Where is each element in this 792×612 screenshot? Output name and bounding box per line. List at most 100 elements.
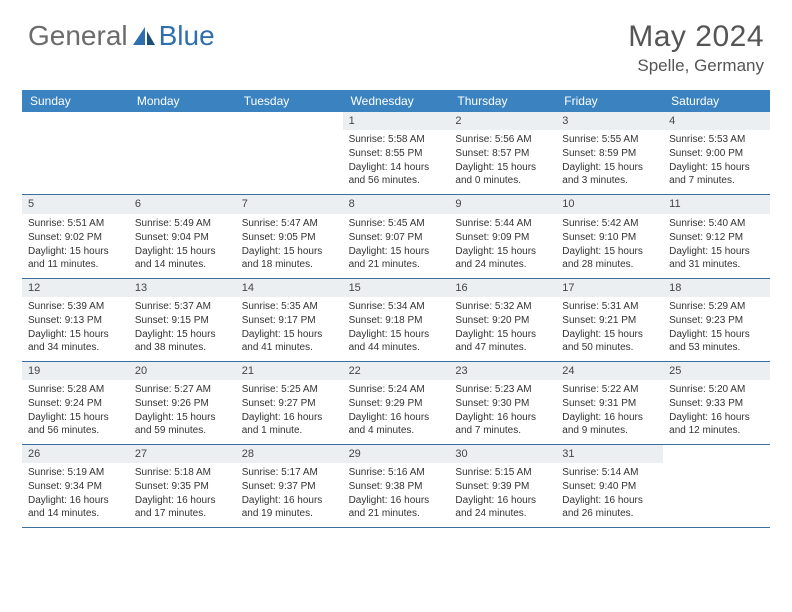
day-cell-empty bbox=[663, 445, 770, 527]
day-number: 14 bbox=[236, 279, 343, 297]
weekday-label: Thursday bbox=[449, 90, 556, 112]
sunrise-line: Sunrise: 5:25 AM bbox=[242, 383, 337, 396]
sunset-line: Sunset: 9:21 PM bbox=[562, 314, 657, 327]
daylight-line: Daylight: 16 hours and 1 minute. bbox=[242, 411, 337, 437]
day-number: 15 bbox=[343, 279, 450, 297]
day-cell: 17Sunrise: 5:31 AMSunset: 9:21 PMDayligh… bbox=[556, 279, 663, 361]
daylight-line: Daylight: 16 hours and 26 minutes. bbox=[562, 494, 657, 520]
sunset-line: Sunset: 9:12 PM bbox=[669, 231, 764, 244]
day-cell: 14Sunrise: 5:35 AMSunset: 9:17 PMDayligh… bbox=[236, 279, 343, 361]
day-cell: 6Sunrise: 5:49 AMSunset: 9:04 PMDaylight… bbox=[129, 195, 236, 277]
sunrise-line: Sunrise: 5:39 AM bbox=[28, 300, 123, 313]
day-cell-empty bbox=[22, 112, 129, 194]
daylight-line: Daylight: 16 hours and 4 minutes. bbox=[349, 411, 444, 437]
day-number: 28 bbox=[236, 445, 343, 463]
sunset-line: Sunset: 9:39 PM bbox=[455, 480, 550, 493]
daylight-line: Daylight: 15 hours and 28 minutes. bbox=[562, 245, 657, 271]
sunset-line: Sunset: 9:00 PM bbox=[669, 147, 764, 160]
daylight-line: Daylight: 15 hours and 50 minutes. bbox=[562, 328, 657, 354]
day-number: 23 bbox=[449, 362, 556, 380]
day-cell: 12Sunrise: 5:39 AMSunset: 9:13 PMDayligh… bbox=[22, 279, 129, 361]
weekday-label: Tuesday bbox=[236, 90, 343, 112]
daylight-line: Daylight: 15 hours and 59 minutes. bbox=[135, 411, 230, 437]
sunrise-line: Sunrise: 5:16 AM bbox=[349, 466, 444, 479]
sunset-line: Sunset: 9:38 PM bbox=[349, 480, 444, 493]
day-number: 3 bbox=[556, 112, 663, 130]
day-cell: 7Sunrise: 5:47 AMSunset: 9:05 PMDaylight… bbox=[236, 195, 343, 277]
sunset-line: Sunset: 9:23 PM bbox=[669, 314, 764, 327]
sunset-line: Sunset: 9:18 PM bbox=[349, 314, 444, 327]
day-cell: 1Sunrise: 5:58 AMSunset: 8:55 PMDaylight… bbox=[343, 112, 450, 194]
day-number: 26 bbox=[22, 445, 129, 463]
day-number: 5 bbox=[22, 195, 129, 213]
day-number: 4 bbox=[663, 112, 770, 130]
week-row: 19Sunrise: 5:28 AMSunset: 9:24 PMDayligh… bbox=[22, 362, 770, 445]
day-cell: 28Sunrise: 5:17 AMSunset: 9:37 PMDayligh… bbox=[236, 445, 343, 527]
day-cell-empty bbox=[129, 112, 236, 194]
day-number: 21 bbox=[236, 362, 343, 380]
daylight-line: Daylight: 15 hours and 31 minutes. bbox=[669, 245, 764, 271]
title-block: May 2024 Spelle, Germany bbox=[628, 20, 764, 76]
day-number bbox=[663, 445, 770, 463]
week-row: 12Sunrise: 5:39 AMSunset: 9:13 PMDayligh… bbox=[22, 279, 770, 362]
logo-text-blue: Blue bbox=[159, 20, 215, 52]
day-number: 11 bbox=[663, 195, 770, 213]
sunrise-line: Sunrise: 5:27 AM bbox=[135, 383, 230, 396]
sunset-line: Sunset: 9:02 PM bbox=[28, 231, 123, 244]
day-number bbox=[22, 112, 129, 130]
sunset-line: Sunset: 9:24 PM bbox=[28, 397, 123, 410]
sunrise-line: Sunrise: 5:44 AM bbox=[455, 217, 550, 230]
sunrise-line: Sunrise: 5:37 AM bbox=[135, 300, 230, 313]
daylight-line: Daylight: 16 hours and 12 minutes. bbox=[669, 411, 764, 437]
sunrise-line: Sunrise: 5:34 AM bbox=[349, 300, 444, 313]
day-number: 22 bbox=[343, 362, 450, 380]
sunrise-line: Sunrise: 5:29 AM bbox=[669, 300, 764, 313]
page-header: General Blue May 2024 Spelle, Germany bbox=[0, 0, 792, 84]
sunrise-line: Sunrise: 5:24 AM bbox=[349, 383, 444, 396]
day-number: 25 bbox=[663, 362, 770, 380]
sunset-line: Sunset: 9:29 PM bbox=[349, 397, 444, 410]
day-cell: 15Sunrise: 5:34 AMSunset: 9:18 PMDayligh… bbox=[343, 279, 450, 361]
daylight-line: Daylight: 15 hours and 0 minutes. bbox=[455, 161, 550, 187]
sunset-line: Sunset: 9:20 PM bbox=[455, 314, 550, 327]
daylight-line: Daylight: 15 hours and 11 minutes. bbox=[28, 245, 123, 271]
day-cell: 24Sunrise: 5:22 AMSunset: 9:31 PMDayligh… bbox=[556, 362, 663, 444]
sunrise-line: Sunrise: 5:14 AM bbox=[562, 466, 657, 479]
sunset-line: Sunset: 9:13 PM bbox=[28, 314, 123, 327]
sunset-line: Sunset: 9:27 PM bbox=[242, 397, 337, 410]
daylight-line: Daylight: 14 hours and 56 minutes. bbox=[349, 161, 444, 187]
sunrise-line: Sunrise: 5:15 AM bbox=[455, 466, 550, 479]
daylight-line: Daylight: 15 hours and 7 minutes. bbox=[669, 161, 764, 187]
sunrise-line: Sunrise: 5:47 AM bbox=[242, 217, 337, 230]
day-cell: 22 Sunrise: 5:24 AMSunset: 9:29 PMDayligh… bbox=[343, 362, 450, 444]
daylight-line: Daylight: 15 hours and 47 minutes. bbox=[455, 328, 550, 354]
day-cell: 25Sunrise: 5:20 AMSunset: 9:33 PMDayligh… bbox=[663, 362, 770, 444]
day-number bbox=[129, 112, 236, 130]
sunset-line: Sunset: 9:09 PM bbox=[455, 231, 550, 244]
daylight-line: Daylight: 16 hours and 17 minutes. bbox=[135, 494, 230, 520]
day-cell: 27Sunrise: 5:18 AMSunset: 9:35 PMDayligh… bbox=[129, 445, 236, 527]
sunrise-line: Sunrise: 5:49 AM bbox=[135, 217, 230, 230]
day-cell: 31Sunrise: 5:14 AMSunset: 9:40 PMDayligh… bbox=[556, 445, 663, 527]
sunrise-line: Sunrise: 5:45 AM bbox=[349, 217, 444, 230]
weekday-label: Friday bbox=[556, 90, 663, 112]
week-row: 5Sunrise: 5:51 AMSunset: 9:02 PMDaylight… bbox=[22, 195, 770, 278]
day-number bbox=[236, 112, 343, 130]
sunset-line: Sunset: 9:07 PM bbox=[349, 231, 444, 244]
day-cell: 23Sunrise: 5:23 AMSunset: 9:30 PMDayligh… bbox=[449, 362, 556, 444]
sunrise-line: Sunrise: 5:31 AM bbox=[562, 300, 657, 313]
sunrise-line: Sunrise: 5:58 AM bbox=[349, 133, 444, 146]
day-number: 2 bbox=[449, 112, 556, 130]
sunset-line: Sunset: 9:10 PM bbox=[562, 231, 657, 244]
weekday-label: Monday bbox=[129, 90, 236, 112]
sunset-line: Sunset: 9:05 PM bbox=[242, 231, 337, 244]
day-number: 19 bbox=[22, 362, 129, 380]
sunset-line: Sunset: 9:15 PM bbox=[135, 314, 230, 327]
day-number: 9 bbox=[449, 195, 556, 213]
daylight-line: Daylight: 16 hours and 19 minutes. bbox=[242, 494, 337, 520]
day-number: 1 bbox=[343, 112, 450, 130]
weeks-container: 1Sunrise: 5:58 AMSunset: 8:55 PMDaylight… bbox=[22, 112, 770, 528]
logo: General Blue bbox=[28, 20, 215, 52]
sunrise-line: Sunrise: 5:22 AM bbox=[562, 383, 657, 396]
day-number: 18 bbox=[663, 279, 770, 297]
